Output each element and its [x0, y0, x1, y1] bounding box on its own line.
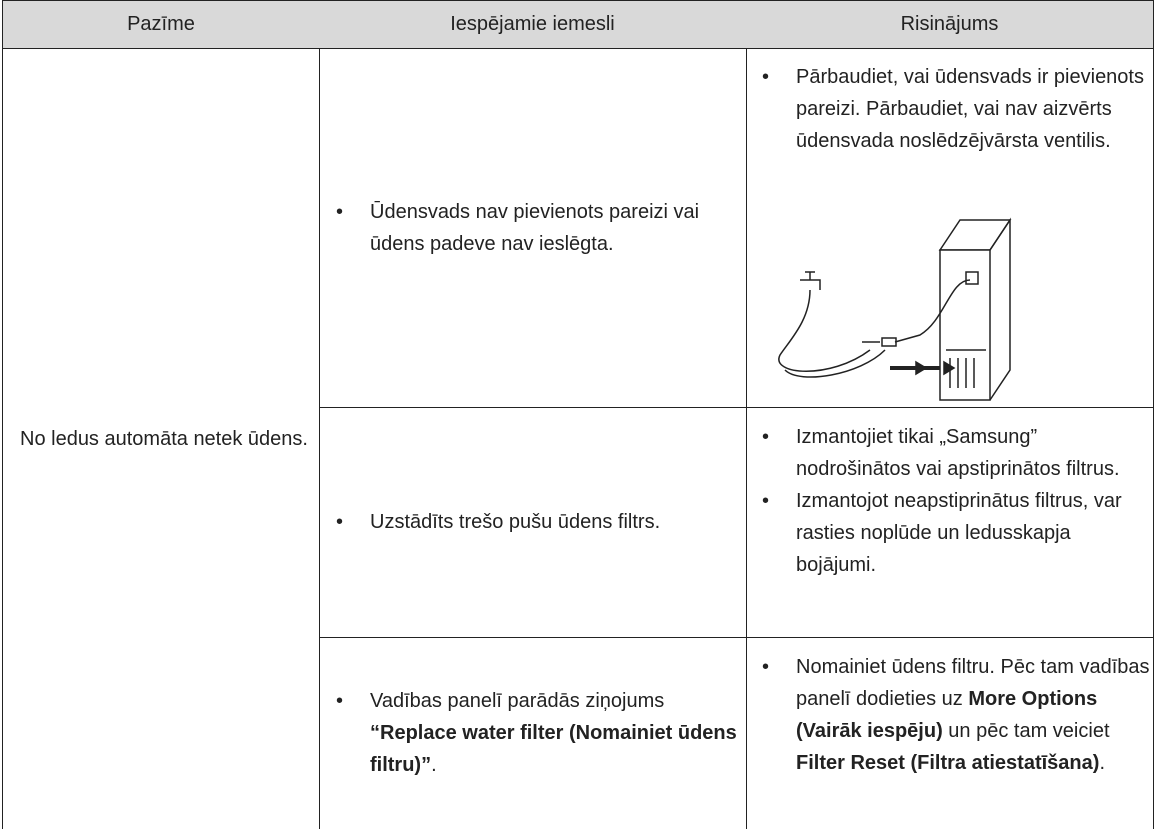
bullet-item: Izmantojot neapstiprinātus filtrus, var … — [762, 485, 1148, 581]
border — [1153, 48, 1154, 829]
text: Filter Reset (Filtra atiestatīšana) — [796, 752, 1100, 774]
cause-cell: Ūdensvads nav pievienots pareizi vai ūde… — [336, 48, 736, 407]
text: More Options (Vairāk iespēju) — [796, 688, 1098, 742]
cause-cell: Vadības panelī parādās ziņojums “Replace… — [336, 637, 741, 829]
text: Izmantojot neapstiprinātus filtrus, var … — [796, 490, 1122, 576]
border — [319, 407, 1154, 408]
bullet-item: Pārbaudiet, vai ūdensvads ir pievienots … — [762, 61, 1148, 157]
cause-cell: Uzstādīts trešo pušu ūdens filtrs. — [336, 407, 736, 637]
text: un pēc tam veiciet — [942, 720, 1110, 742]
text: Ūdensvads nav pievienots pareizi vai ūde… — [370, 200, 700, 255]
solution-cell: Izmantojiet tikai „Samsung” nodrošinātos… — [762, 421, 1148, 581]
bullet-item: Uzstādīts trešo pušu ūdens filtrs. — [336, 506, 660, 538]
bullet-item: Nomainiet ūdens filtru. Pēc tam vadības … — [762, 651, 1150, 779]
text: Izmantojiet tikai „Samsung” nodrošinātos… — [796, 426, 1120, 480]
text: Nomainiet ūdens filtru. Pēc tam vadības … — [796, 656, 1150, 710]
header-cell: Iespējamie iemesli — [319, 0, 747, 49]
text: Pārbaudiet, vai ūdensvads ir pievienots … — [796, 66, 1144, 152]
text: . — [1099, 752, 1105, 774]
bullet-list: Ūdensvads nav pievienots pareizi vai ūde… — [336, 196, 736, 260]
border — [2, 48, 3, 829]
border — [746, 48, 747, 829]
bullet-item: Vadības panelī parādās ziņojums “Replace… — [336, 685, 741, 781]
bullet-list: Nomainiet ūdens filtru. Pēc tam vadības … — [762, 651, 1150, 779]
header-cell: Risinājums — [746, 0, 1154, 49]
text: Uzstādīts trešo pušu ūdens filtrs. — [370, 511, 661, 533]
bullet-list: Vadības panelī parādās ziņojums “Replace… — [336, 685, 741, 781]
text: . — [431, 754, 437, 776]
bullet-item: Ūdensvads nav pievienots pareizi vai ūde… — [336, 196, 736, 260]
text: “Replace water filter (Nomainiet ūdens f… — [370, 722, 737, 776]
bullet-item: Izmantojiet tikai „Samsung” nodrošinātos… — [762, 421, 1148, 485]
bullet-list: Izmantojiet tikai „Samsung” nodrošinātos… — [762, 421, 1148, 581]
text: Vadības panelī parādās ziņojums — [370, 690, 665, 712]
symptom: No ledus automāta netek ūdens. — [20, 427, 308, 450]
solution-cell: Pārbaudiet, vai ūdensvads ir pievienots … — [762, 61, 1148, 157]
bullet-list: Pārbaudiet, vai ūdensvads ir pievienots … — [762, 61, 1148, 157]
header-cell: Pazīme — [2, 0, 320, 49]
illustration — [778, 217, 1012, 401]
border — [319, 637, 1154, 638]
solution-cell: Nomainiet ūdens filtru. Pēc tam vadības … — [762, 651, 1150, 779]
border — [319, 48, 320, 829]
symptom-cell: No ledus automāta netek ūdens. — [20, 48, 310, 829]
bullet-list: Uzstādīts trešo pušu ūdens filtrs. — [336, 506, 660, 538]
